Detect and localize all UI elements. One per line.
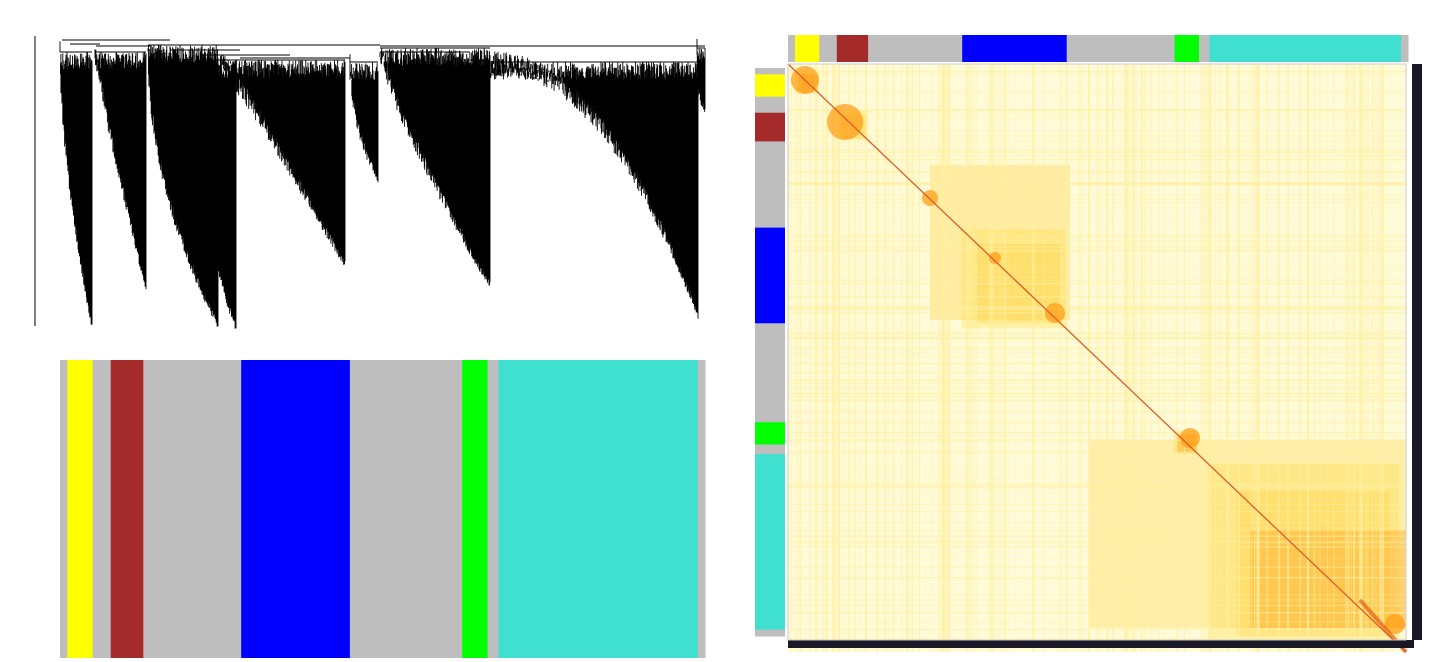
hotspot [1045,303,1065,323]
module-color-segment [110,360,144,658]
hotspot [922,190,938,206]
module-color-segment [755,629,785,637]
module-color-segment [143,360,242,658]
module-color-segment [241,360,351,658]
module-color-segment [788,35,796,62]
module-color-segment [962,35,1068,62]
hotspot [1180,428,1200,448]
heatmap-diagonal [787,63,1407,653]
module-color-segment [755,68,785,75]
module-color-segment [755,422,785,445]
module-block-core [1250,530,1406,628]
heatmap-top-module-bar [788,35,1409,62]
module-color-segment [349,360,463,658]
module-color-segment [755,454,785,631]
heatmap-bottom-edge [788,640,1414,648]
module-block-core [930,165,1070,320]
module-color-segment [755,96,785,114]
hotspot [1385,614,1405,634]
hotspot [989,252,1001,264]
module-color-segment [487,360,499,658]
gene-dendrogram [34,36,706,329]
module-color-segment [1209,35,1402,62]
module-color-segment [755,74,785,98]
module-color-segment [755,141,785,229]
module-color-segment [697,360,706,658]
heatmap-right-edge [1412,64,1422,640]
module-color-segment [755,323,785,423]
module-color-segment [1066,35,1176,62]
module-color-segment [1401,35,1409,62]
module-color-segment [795,35,820,62]
module-color-segment [868,35,963,62]
heatmap-frame [787,63,1422,648]
module-color-segment [836,35,869,62]
module-color-segment [92,360,112,658]
module-color-segment [67,360,94,658]
tom-heatmap [787,63,1408,654]
module-color-segment [498,360,699,658]
module-color-segment [755,112,785,142]
module-color-segment [1174,35,1200,62]
module-color-segment [462,360,489,658]
module-color-segment [1199,35,1210,62]
module-color-segment [755,227,785,324]
module-color-segment [755,444,785,455]
hotspot [827,104,863,140]
module-color-segment [60,360,68,658]
heatmap-left-module-bar [755,68,785,637]
module-color-bar [60,360,706,658]
heatmap-border [787,63,1407,641]
module-color-segment [819,35,838,62]
